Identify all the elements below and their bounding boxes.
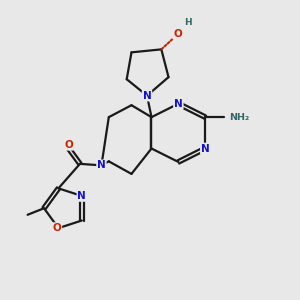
- Text: O: O: [173, 28, 182, 38]
- Text: N: N: [97, 160, 106, 170]
- Text: O: O: [64, 140, 73, 150]
- Text: O: O: [52, 223, 61, 233]
- Text: N: N: [142, 91, 152, 101]
- Text: N: N: [201, 143, 210, 154]
- Text: NH₂: NH₂: [229, 113, 249, 122]
- Text: N: N: [77, 191, 86, 201]
- Text: N: N: [174, 99, 183, 109]
- Text: H: H: [184, 18, 192, 27]
